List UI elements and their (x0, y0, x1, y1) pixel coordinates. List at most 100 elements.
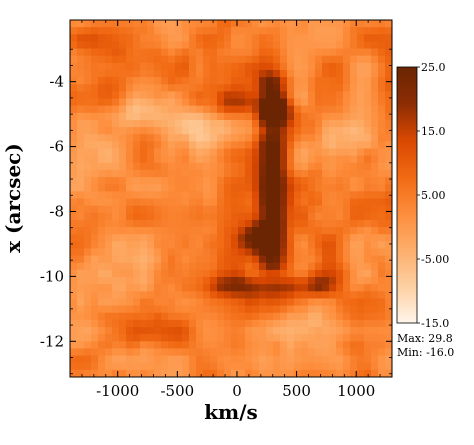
heatmap-cell (238, 312, 246, 321)
heatmap-cell (231, 148, 239, 157)
heatmap-cell (266, 269, 274, 278)
heatmap-cell (385, 348, 392, 357)
heatmap-cell (154, 248, 162, 257)
heatmap-cell (70, 284, 78, 292)
heatmap-cell (112, 48, 120, 57)
heatmap-cell (350, 20, 358, 28)
heatmap-cell (231, 305, 239, 314)
heatmap-cell (259, 119, 267, 128)
heatmap-cell (322, 41, 330, 50)
heatmap-cell (203, 327, 211, 335)
heatmap-cell (161, 212, 169, 221)
heatmap-cell (238, 184, 246, 192)
heatmap-cell (315, 305, 323, 314)
heatmap-cell (168, 155, 176, 164)
heatmap-cell (294, 241, 302, 250)
y-tick-label: -8 (49, 202, 64, 220)
heatmap-cell (238, 105, 246, 114)
heatmap-cell (182, 348, 190, 357)
heatmap-cell (280, 105, 288, 114)
heatmap-cell (245, 55, 253, 64)
heatmap-cell (210, 277, 218, 285)
heatmap-cell (182, 319, 190, 328)
heatmap-cell (168, 362, 176, 371)
heatmap-cell (126, 269, 134, 278)
heatmap-cell (350, 248, 358, 257)
heatmap-cell (385, 219, 392, 228)
heatmap-cell (119, 212, 127, 221)
heatmap-cell (259, 305, 267, 314)
heatmap-cell (364, 255, 372, 264)
heatmap-cell (91, 312, 99, 321)
heatmap-cell (238, 155, 246, 164)
heatmap-cell (189, 155, 197, 164)
heatmap-cell (154, 69, 162, 78)
heatmap-cell (280, 255, 288, 264)
heatmap-cell (308, 191, 316, 200)
heatmap-cell (161, 162, 169, 171)
heatmap-cell (98, 62, 106, 71)
heatmap-cell (385, 369, 392, 377)
heatmap-cell (252, 277, 260, 285)
heatmap-cell (343, 84, 351, 92)
heatmap-cell (91, 148, 99, 157)
heatmap-cell (294, 112, 302, 121)
heatmap-cell (210, 62, 218, 71)
heatmap-cell (133, 305, 141, 314)
heatmap-cell (287, 219, 295, 228)
heatmap-cell (147, 305, 155, 314)
heatmap-cell (364, 312, 372, 321)
heatmap-cell (329, 298, 337, 307)
heatmap-cell (280, 248, 288, 257)
heatmap-cell (252, 305, 260, 314)
heatmap-cell (140, 191, 148, 200)
heatmap-cell (336, 184, 344, 192)
heatmap-cell (182, 112, 190, 121)
heatmap-cell (259, 255, 267, 264)
heatmap-cell (154, 241, 162, 250)
heatmap-cell (308, 198, 316, 207)
heatmap-cell (336, 105, 344, 114)
heatmap-cell (245, 148, 253, 157)
heatmap-cell (203, 262, 211, 271)
heatmap-cell (210, 98, 218, 107)
heatmap-cell (245, 248, 253, 257)
heatmap-cell (266, 177, 274, 185)
heatmap-cell (147, 341, 155, 350)
heatmap-cell (280, 362, 288, 371)
heatmap-cell (294, 20, 302, 28)
heatmap-cell (210, 348, 218, 357)
heatmap-cell (294, 191, 302, 200)
heatmap-cell (308, 291, 316, 300)
heatmap-cell (357, 319, 365, 328)
heatmap-cell (210, 69, 218, 78)
heatmap-cell (371, 319, 379, 328)
heatmap-cell (371, 27, 379, 35)
heatmap-cell (350, 55, 358, 64)
heatmap-cell (245, 77, 253, 85)
heatmap-cell (266, 298, 274, 307)
heatmap-cell (336, 248, 344, 257)
heatmap-cell (329, 41, 337, 50)
heatmap-cell (133, 191, 141, 200)
heatmap-cell (266, 69, 274, 78)
heatmap-cell (273, 48, 281, 57)
heatmap-cell (70, 141, 78, 150)
heatmap-cell (315, 205, 323, 214)
heatmap-cell (259, 141, 267, 150)
heatmap-cell (273, 184, 281, 192)
heatmap-cell (182, 91, 190, 100)
heatmap-cell (357, 62, 365, 71)
heatmap-cell (77, 48, 85, 57)
heatmap-cell (364, 334, 372, 342)
heatmap-cell (259, 48, 267, 57)
heatmap-cell (238, 327, 246, 335)
heatmap-cell (189, 262, 197, 271)
heatmap-cell (77, 298, 85, 307)
heatmap-cell (168, 341, 176, 350)
heatmap-cell (343, 69, 351, 78)
heatmap-cell (252, 219, 260, 228)
heatmap-cell (357, 148, 365, 157)
heatmap-cell (336, 305, 344, 314)
heatmap-cell (322, 327, 330, 335)
